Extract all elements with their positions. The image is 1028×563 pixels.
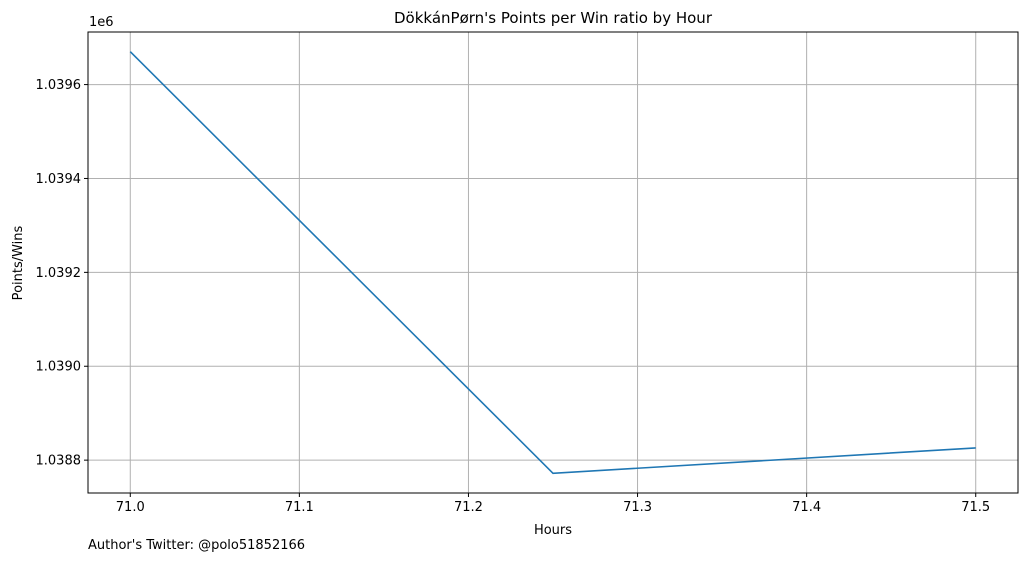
y-tick-label: 1.0388 [36, 454, 82, 469]
axis-ticks: 71.0 71.1 71.2 71.3 71.4 71.5 1.0388 1.0390 1.03… [36, 78, 991, 515]
x-axis-label: Hours [534, 523, 572, 538]
x-tick-label: 71.0 [116, 500, 145, 515]
x-tick-label: 71.1 [285, 500, 314, 515]
y-tick-label: 1.0396 [36, 78, 82, 93]
x-tick-label: 71.5 [961, 500, 990, 515]
series-line [129, 51, 976, 475]
y-axis-offset-label: 1e6 [89, 15, 114, 30]
chart-title: DökkánPørn's Points per Win ratio by Hou… [394, 9, 713, 27]
x-tick-label: 71.2 [454, 500, 483, 515]
y-tick-label: 1.0390 [36, 360, 82, 375]
y-tick-label: 1.0394 [36, 172, 82, 187]
y-axis-label: Points/Wins [11, 225, 26, 300]
grid-lines [88, 32, 1018, 493]
y-tick-label: 1.0392 [36, 266, 82, 281]
x-tick-label: 71.3 [623, 500, 652, 515]
plot-frame [87, 31, 1019, 494]
author-credit: Author's Twitter: @polo51852166 [88, 538, 306, 553]
x-tick-label: 71.4 [792, 500, 821, 515]
